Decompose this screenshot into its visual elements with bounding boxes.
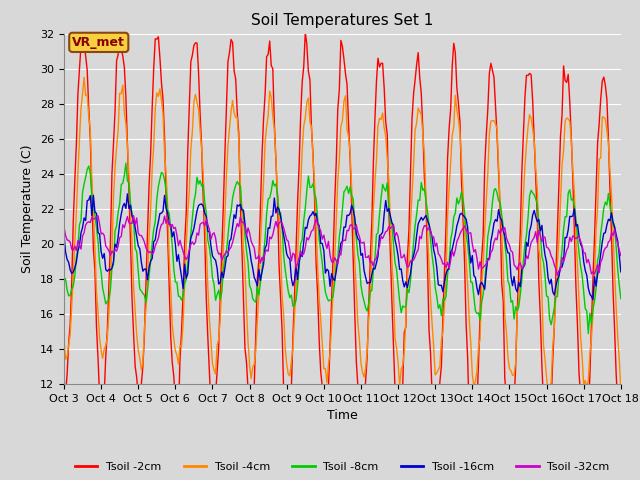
- Line: Tsoil -2cm: Tsoil -2cm: [64, 26, 621, 446]
- Tsoil -16cm: [617, 269, 625, 275]
- Tsoil -2cm: [410, 91, 417, 97]
- Tsoil -2cm: [617, 435, 625, 441]
- Text: VR_met: VR_met: [72, 36, 125, 49]
- Tsoil -16cm: [550, 292, 558, 298]
- Tsoil -32cm: [165, 219, 173, 225]
- Tsoil -8cm: [584, 331, 592, 336]
- Tsoil -2cm: [76, 66, 83, 72]
- Tsoil -8cm: [617, 296, 625, 301]
- Tsoil -16cm: [60, 232, 68, 238]
- Tsoil -2cm: [397, 412, 405, 418]
- Tsoil -4cm: [544, 390, 552, 396]
- Line: Tsoil -4cm: Tsoil -4cm: [64, 77, 621, 393]
- Tsoil -8cm: [76, 222, 83, 228]
- Tsoil -16cm: [124, 191, 131, 197]
- Tsoil -32cm: [410, 257, 417, 263]
- Tsoil -32cm: [130, 213, 138, 218]
- Tsoil -2cm: [379, 60, 387, 66]
- Tsoil -8cm: [397, 310, 405, 315]
- Tsoil -4cm: [60, 337, 68, 343]
- Tsoil -8cm: [60, 276, 68, 281]
- Tsoil -32cm: [397, 255, 405, 261]
- Tsoil -8cm: [122, 160, 130, 166]
- Tsoil -16cm: [397, 266, 405, 272]
- Tsoil -2cm: [550, 324, 558, 330]
- Tsoil -2cm: [165, 284, 173, 289]
- Tsoil -4cm: [617, 387, 625, 393]
- Tsoil -8cm: [550, 305, 558, 311]
- Title: Soil Temperatures Set 1: Soil Temperatures Set 1: [252, 13, 433, 28]
- Tsoil -4cm: [165, 255, 173, 261]
- Line: Tsoil -32cm: Tsoil -32cm: [64, 216, 621, 276]
- Tsoil -2cm: [79, 24, 86, 29]
- Tsoil -4cm: [552, 291, 559, 297]
- Tsoil -32cm: [379, 236, 387, 241]
- Tsoil -32cm: [60, 224, 68, 230]
- X-axis label: Time: Time: [327, 409, 358, 422]
- Legend: Tsoil -2cm, Tsoil -4cm, Tsoil -8cm, Tsoil -16cm, Tsoil -32cm: Tsoil -2cm, Tsoil -4cm, Tsoil -8cm, Tsoi…: [70, 457, 614, 477]
- Y-axis label: Soil Temperature (C): Soil Temperature (C): [22, 144, 35, 273]
- Tsoil -4cm: [397, 366, 405, 372]
- Line: Tsoil -8cm: Tsoil -8cm: [64, 163, 621, 334]
- Tsoil -8cm: [410, 240, 417, 245]
- Line: Tsoil -16cm: Tsoil -16cm: [64, 194, 621, 300]
- Tsoil -2cm: [580, 444, 588, 449]
- Tsoil -16cm: [76, 242, 83, 248]
- Tsoil -8cm: [379, 181, 387, 187]
- Tsoil -8cm: [165, 210, 173, 216]
- Tsoil -16cm: [589, 297, 596, 302]
- Tsoil -4cm: [76, 136, 83, 142]
- Tsoil -16cm: [379, 229, 387, 235]
- Tsoil -4cm: [379, 110, 387, 116]
- Tsoil -4cm: [410, 163, 417, 168]
- Tsoil -16cm: [165, 221, 173, 227]
- Tsoil -4cm: [80, 74, 88, 80]
- Tsoil -32cm: [76, 242, 83, 248]
- Tsoil -16cm: [410, 253, 417, 259]
- Tsoil -2cm: [60, 385, 68, 391]
- Tsoil -32cm: [554, 273, 561, 278]
- Tsoil -32cm: [550, 262, 558, 268]
- Tsoil -32cm: [617, 252, 625, 258]
